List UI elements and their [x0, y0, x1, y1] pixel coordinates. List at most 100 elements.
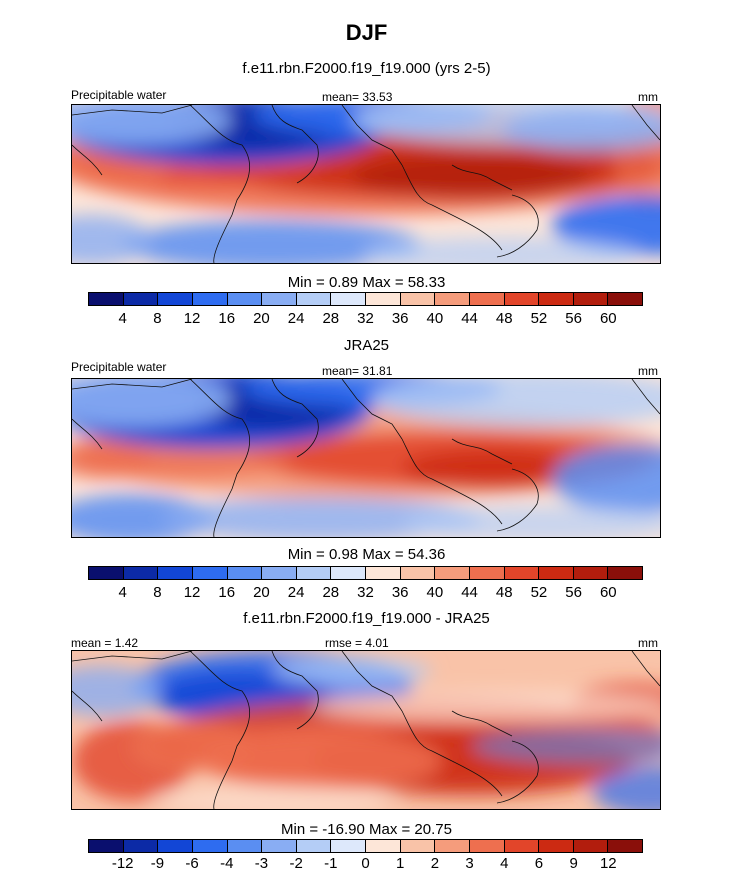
colorbar-tick-label: 4 — [118, 584, 127, 601]
panel3-title: f.e11.rbn.F2000.f19_f19.000 - JRA25 — [243, 610, 490, 627]
colorbar-swatch — [227, 567, 263, 579]
colorbar-tick-label: 56 — [565, 584, 582, 601]
colorbar-tick-label: 40 — [426, 584, 444, 601]
colorbar-tick-label: 12 — [183, 584, 201, 601]
colorbar-swatch — [504, 293, 540, 305]
colorbar-swatch — [469, 840, 505, 852]
colorbar-tick-label: -9 — [150, 855, 165, 872]
colorbar-swatch — [89, 293, 124, 305]
coastline-outlines — [72, 105, 660, 263]
field-contour-region — [272, 656, 432, 686]
colorbar-swatch — [227, 840, 263, 852]
colorbar-tick-label: 8 — [153, 584, 162, 601]
colorbar-tick-label: 8 — [153, 310, 162, 327]
colorbar-swatch — [469, 293, 505, 305]
colorbar-swatch — [89, 567, 124, 579]
colorbar-swatch — [262, 293, 297, 305]
colorbar-tick-label: -4 — [220, 855, 234, 872]
colorbar-swatch — [192, 293, 228, 305]
colorbar-tick-label: 24 — [287, 310, 305, 327]
panel1-units-label: mm — [638, 90, 658, 104]
colorbar-swatch — [227, 293, 263, 305]
field-contour-region — [592, 766, 660, 809]
field-contour-region — [72, 379, 232, 427]
colorbar-swatch — [262, 840, 297, 852]
figure-subtitle: f.e11.rbn.F2000.f19_f19.000 (yrs 2-5) — [242, 60, 491, 77]
panel2-minmax: Min = 0.98 Max = 54.36 — [287, 546, 446, 563]
colorbar-swatch — [262, 567, 297, 579]
coastline-outlines — [72, 651, 660, 809]
panel1-map — [71, 104, 661, 264]
panel2-colorbar-ticks: 4 8 12 16 20 24 28 32 36 40 44 48 52 56 60 — [88, 584, 643, 602]
panel2-units-label: mm — [638, 364, 658, 378]
colorbar-swatch — [608, 567, 642, 579]
colorbar-swatch — [608, 840, 642, 852]
colorbar-swatch — [469, 567, 505, 579]
colorbar-swatch — [331, 567, 366, 579]
colorbar-tick-label: 0 — [361, 855, 370, 872]
colorbar-swatch — [158, 293, 193, 305]
colorbar-tick-label: 52 — [530, 584, 548, 601]
panel2-map — [71, 378, 661, 538]
panel3-rmse-label: rmse = 4.01 — [325, 636, 389, 650]
colorbar-swatch — [331, 293, 366, 305]
coastline-outlines — [72, 379, 660, 537]
field-contour-region — [202, 731, 442, 791]
colorbar-tick-label: -12 — [111, 855, 134, 872]
field-contour-region — [552, 444, 660, 514]
colorbar-tick-label: 2 — [430, 855, 440, 872]
field-contour-region — [352, 155, 592, 199]
colorbar-tick-label: 20 — [253, 584, 270, 601]
panel1-minmax: Min = 0.89 Max = 58.33 — [287, 274, 446, 291]
colorbar-tick-label: 16 — [218, 584, 236, 601]
colorbar-swatch — [539, 840, 574, 852]
panel1-mean-label: mean= 33.53 — [322, 90, 393, 104]
field-contour-region — [502, 108, 660, 152]
panel3-map — [71, 650, 661, 810]
panel3-minmax: Min = -16.90 Max = 20.75 — [281, 821, 452, 838]
colorbar-swatch — [504, 840, 540, 852]
colorbar-swatch — [435, 840, 470, 852]
colorbar-swatch — [296, 567, 332, 579]
colorbar-tick-label: 12 — [599, 855, 617, 872]
colorbar-tick-label: 6 — [534, 855, 544, 872]
colorbar-swatch — [573, 567, 609, 579]
colorbar-tick-label: 4 — [500, 855, 509, 872]
colorbar-tick-label: 28 — [322, 584, 340, 601]
panel3-colorbar — [88, 839, 643, 853]
colorbar-swatch — [366, 293, 401, 305]
colorbar-swatch — [435, 293, 470, 305]
colorbar-swatch — [296, 293, 332, 305]
colorbar-swatch — [366, 567, 401, 579]
colorbar-swatch — [158, 840, 193, 852]
panel2-title: JRA25 — [343, 337, 390, 354]
colorbar-tick-label: 56 — [565, 310, 582, 327]
colorbar-swatch — [331, 840, 366, 852]
colorbar-tick-label: 60 — [599, 584, 617, 601]
colorbar-tick-label: 32 — [357, 310, 374, 327]
colorbar-tick-label: 12 — [183, 310, 201, 327]
colorbar-tick-label: 36 — [391, 310, 409, 327]
colorbar-swatch — [539, 567, 574, 579]
colorbar-swatch — [123, 840, 159, 852]
panel2-mean-label: mean= 31.81 — [322, 364, 393, 378]
colorbar-swatch — [123, 293, 159, 305]
colorbar-tick-label: 4 — [118, 310, 127, 327]
field-contour-region — [72, 215, 152, 263]
colorbar-swatch — [573, 840, 609, 852]
colorbar-swatch — [192, 567, 228, 579]
field-contour-region — [312, 691, 660, 721]
colorbar-swatch — [608, 293, 642, 305]
panel2-variable-label: Precipitable water — [71, 360, 167, 374]
colorbar-swatch — [296, 840, 332, 852]
colorbar-swatch — [400, 567, 436, 579]
panel3-colorbar-ticks: -12 -9 -6 -4 -3 -2 -1 0 1 2 3 4 6 9 12 — [88, 855, 643, 873]
panel2-colorbar — [88, 566, 643, 580]
field-contour-region — [472, 728, 660, 764]
field-contour-region — [402, 449, 582, 489]
colorbar-swatch — [504, 567, 540, 579]
panel3-units-label: mm — [638, 636, 658, 650]
figure-title: DJF — [345, 20, 388, 45]
colorbar-tick-label: 1 — [396, 855, 405, 872]
colorbar-tick-label: -3 — [254, 855, 269, 872]
